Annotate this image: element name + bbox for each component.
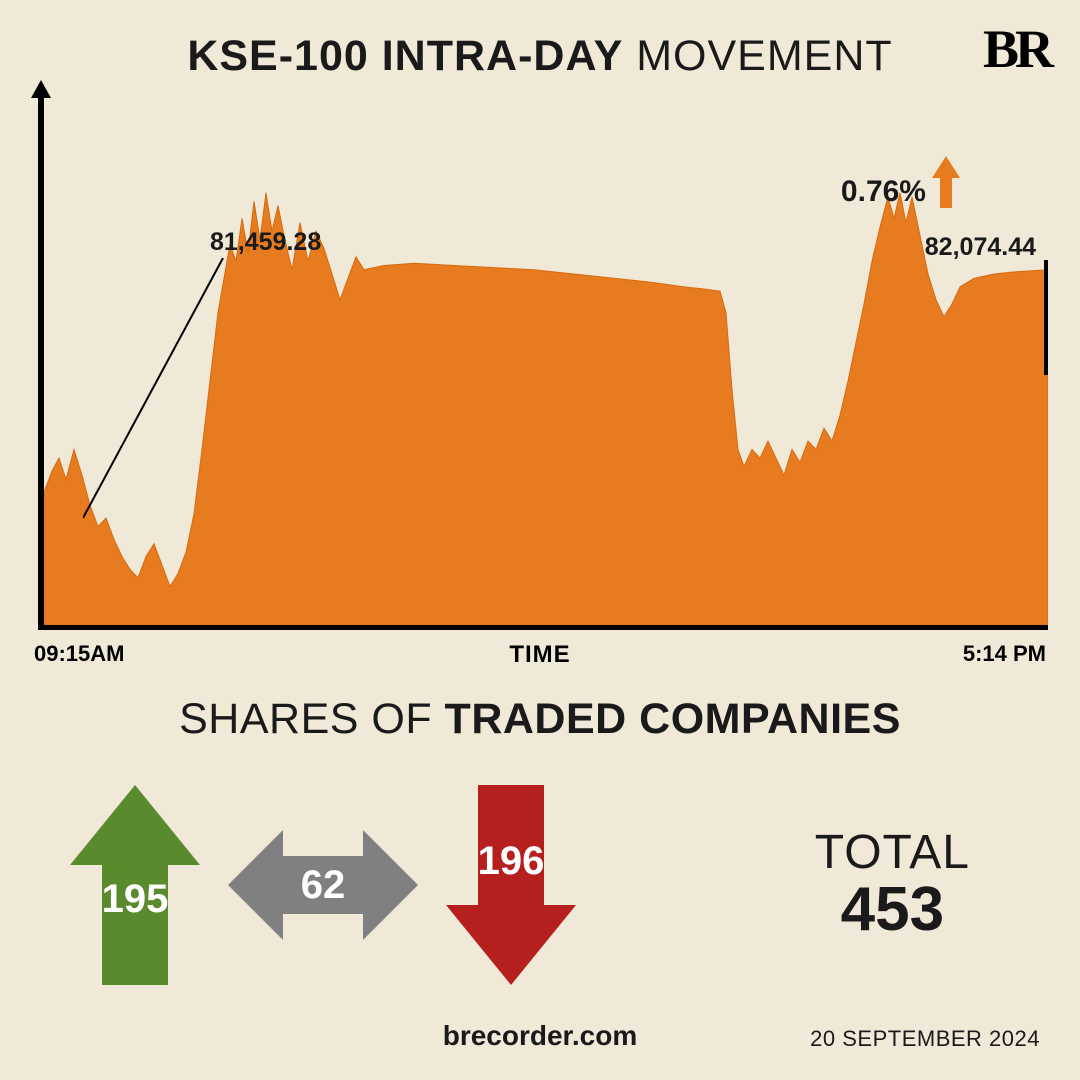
stats-row: 195 62 196 TOTAL 453 <box>70 770 1010 1000</box>
x-axis <box>38 625 1048 630</box>
shares-title-bold: TRADED COMPANIES <box>445 695 901 743</box>
open-pointer-line <box>83 258 313 528</box>
footer-date: 20 SEPTEMBER 2024 <box>810 1026 1040 1052</box>
pct-arrow-up-icon <box>932 156 960 208</box>
total-label: TOTAL <box>815 825 970 880</box>
title-bold: KSE-100 INTRA-DAY <box>187 32 623 80</box>
shares-title: SHARES OF TRADED COMPANIES <box>0 695 1080 744</box>
shares-title-light: SHARES OF <box>179 695 444 743</box>
arrow-down-icon <box>446 785 576 985</box>
pct-change-wrap: 0.76% <box>841 166 960 218</box>
title-light: MOVEMENT <box>623 32 892 80</box>
neutral-count: 62 <box>301 863 346 908</box>
main-title: KSE-100 INTRA-DAY MOVEMENT <box>0 32 1080 81</box>
open-value-label: 81,459.28 <box>210 228 321 257</box>
total-value: 453 <box>815 874 970 945</box>
pct-change-label: 0.76% <box>841 175 926 209</box>
time-axis-label: TIME <box>0 641 1080 669</box>
down-arrow-stat: 196 <box>446 785 576 985</box>
total-block: TOTAL 453 <box>815 825 970 945</box>
up-arrow-stat: 195 <box>70 785 200 985</box>
arrow-group: 195 62 196 <box>70 785 576 985</box>
close-tick <box>1044 260 1048 375</box>
up-count: 195 <box>102 877 169 922</box>
neutral-arrow-stat: 62 <box>228 830 418 940</box>
chart-container: 81,459.28 82,074.44 0.76% <box>38 90 1048 630</box>
down-count: 196 <box>478 839 545 884</box>
close-value-label: 82,074.44 <box>925 233 1036 262</box>
time-end-label: 5:14 PM <box>963 641 1046 667</box>
